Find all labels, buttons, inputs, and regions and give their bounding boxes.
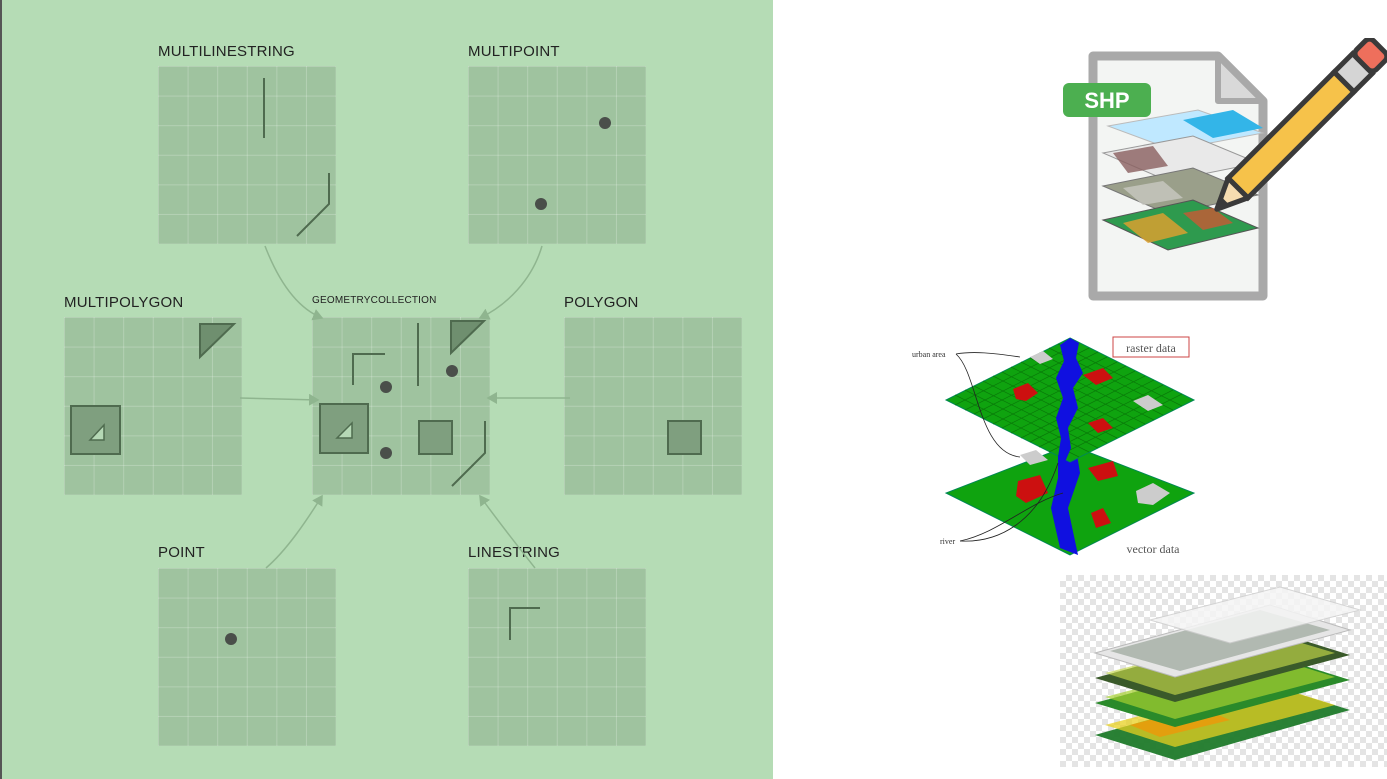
raster-urban-d [1133,395,1163,411]
vector-urban-a [1016,475,1048,503]
arrow-from-multilinestring [264,245,324,321]
geometrycollection-title: GEOMETRYCOLLECTION [312,295,437,306]
multipolygon-title: MULTIPOLYGON [64,294,184,311]
urban-leader-b [955,353,1021,458]
linestring-line [509,607,540,640]
vector-river [1051,448,1080,555]
multilinestring-title: MULTILINESTRING [158,43,295,60]
collection-line-corner [352,353,385,385]
raster-urban-a [1013,383,1038,401]
collection-point-c [380,447,392,459]
river-label: river [940,537,955,546]
raster-layer [944,337,1196,463]
vector-urban-c [1091,508,1111,528]
multipoint-point-a [599,117,611,129]
collection-square-hole [335,421,353,439]
multipoint-grid [468,66,646,244]
multipoint-title: MULTIPOINT [468,43,560,60]
arrow-from-linestring [479,494,536,569]
raster-urban-c [1088,418,1113,433]
raster-urban-b [1083,368,1113,385]
multilinestring-grid [158,66,336,244]
multipolygon-hole [88,423,105,441]
shapefile-edit-icon: SHP [1063,38,1387,301]
arrow-from-multipoint [478,245,543,320]
raster-river [1056,338,1083,462]
raster-urban-e [1030,351,1053,364]
stacked-layers-image [1060,575,1387,767]
multipolygon-square [70,405,121,455]
multipolygon-triangle [199,323,237,360]
river-leader-a [959,462,1059,542]
point-grid [158,568,336,746]
collection-point-a [380,381,392,393]
polygon-square [667,420,702,455]
collection-square-holed [319,403,369,454]
raster-vector-diagram: raster data vector data urban area river [912,336,1196,556]
geometry-shapes-layer [70,78,702,645]
collection-point-b [446,365,458,377]
urban-leader-a [955,352,1021,358]
vector-urban-e [1020,450,1048,465]
linestring-grid [468,568,646,746]
multilinestring-line-b [296,173,330,237]
point-title: POINT [158,544,205,561]
linestring-title: LINESTRING [468,544,561,561]
geometry-types-diagram: MULTILINESTRING MULTIPOINT MULTIPOLYGON … [0,0,773,779]
multipoint-point-b [535,198,547,210]
arrow-from-multipolygon [239,393,320,406]
right-illustrations: SHP [773,0,1387,779]
arrow-from-point [265,494,323,569]
shp-badge-label: SHP [1084,88,1129,113]
vector-data-label: vector data [1127,542,1181,556]
raster-data-label: raster data [1126,341,1176,355]
shp-badge [1063,83,1151,117]
urban-area-label: urban area [912,350,946,359]
river-leader-b [959,492,1064,542]
collection-line-diagonal [451,421,486,487]
stacked-layers-illustration [1093,586,1362,760]
polygon-title: POLYGON [564,294,639,311]
vector-urban-d [1136,483,1170,505]
collection-square [418,420,453,455]
collection-triangle [450,320,487,356]
point-dot [225,633,237,645]
vector-urban-b [1088,461,1118,481]
polygon-grid [564,317,742,495]
raster-label-box [1112,336,1190,358]
pencil-icon [1214,38,1387,212]
